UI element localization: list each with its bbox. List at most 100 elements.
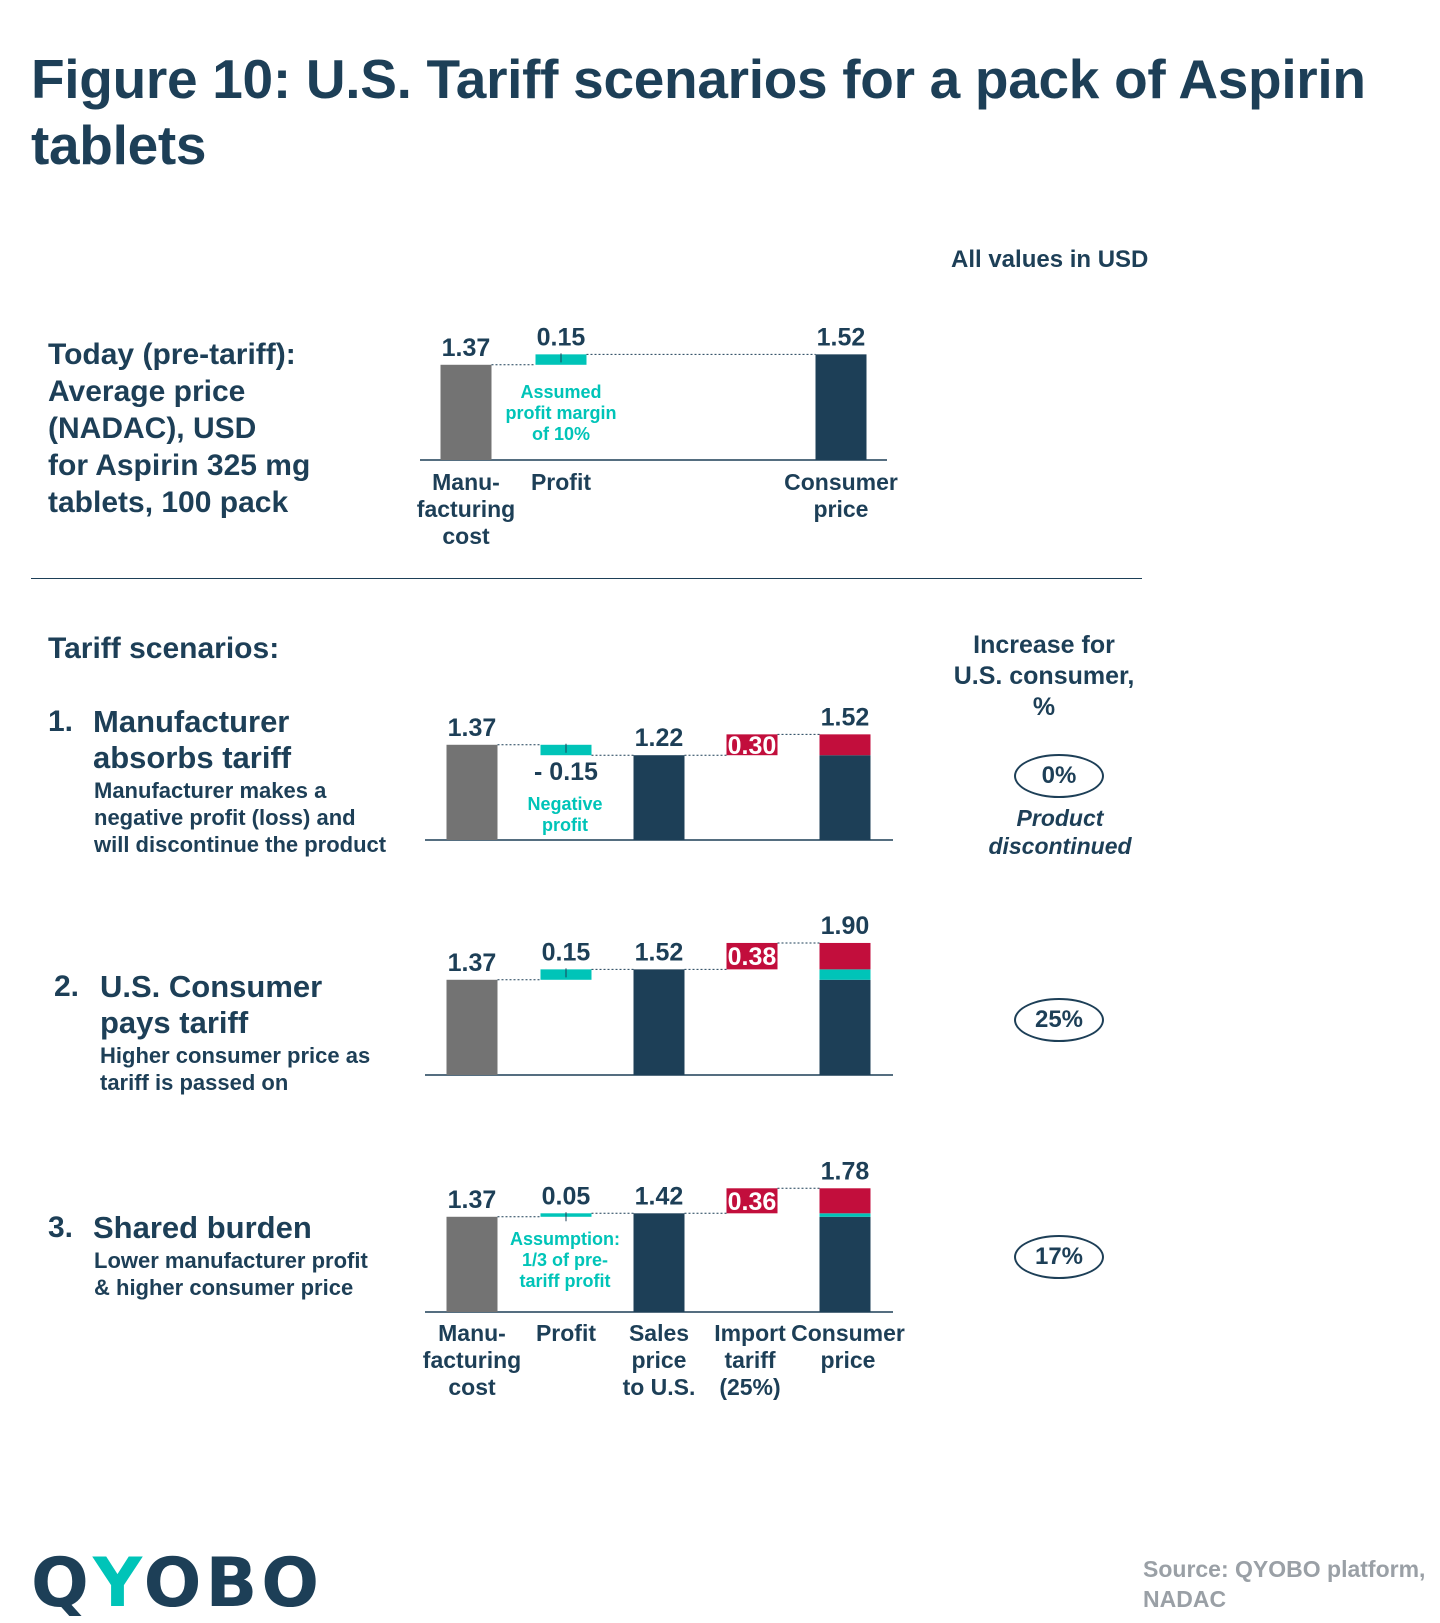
qyobo-logo: QYOBO <box>31 1544 324 1623</box>
bar-segment-teal <box>819 969 871 980</box>
x-label-line: price <box>631 1347 687 1373</box>
increase-heading-line: Increase for <box>973 631 1115 659</box>
tariff-value-label: 0.38 <box>728 943 777 971</box>
today-line: for Aspirin 325 mg <box>48 449 311 482</box>
scenario-heading-line: Shared burden <box>93 1210 312 1245</box>
scenario-number: 3. <box>48 1211 74 1244</box>
source-line: Source: QYOBO platform, <box>1143 1556 1426 1582</box>
chart-annotation: Negative <box>527 794 602 814</box>
x-label-line: Import <box>714 1320 786 1346</box>
x-label-line: to U.S. <box>622 1374 696 1400</box>
note-line: Product <box>1016 805 1104 831</box>
value-label: - 0.15 <box>534 758 598 786</box>
x-label-line: Manu- <box>438 1320 506 1346</box>
x-label-line: price <box>820 1347 876 1373</box>
x-label-line: cost <box>442 523 490 549</box>
scenario-description: Manufacturer makes a negative profit (lo… <box>94 777 386 858</box>
value-label: 0.15 <box>537 323 586 351</box>
today-description: Today (pre-tariff): Average price (NADAC… <box>48 336 310 521</box>
bar-segment-gray <box>446 744 498 840</box>
x-label-line: Profit <box>530 469 592 495</box>
bar-segment-red <box>726 734 778 756</box>
scenario-description: Lower manufacturer profit & higher consu… <box>94 1247 368 1301</box>
x-label-consumer-price: Consumer price <box>791 1320 905 1374</box>
today-line: tablets, 100 pack <box>48 486 289 519</box>
chart-annotation: of 10% <box>532 424 590 444</box>
x-label-line: Consumer <box>784 469 898 495</box>
x-label-line: Manu- <box>432 469 500 495</box>
bar-segment-red <box>819 1188 871 1214</box>
value-label: 1.52 <box>817 323 866 351</box>
scenario-heading-line: absorbs tariff <box>93 740 292 775</box>
value-label: 1.37 <box>442 334 491 362</box>
bar-segment-navy <box>633 1213 685 1312</box>
bar-segment-red <box>726 942 778 970</box>
x-label-line: Profit <box>535 1320 597 1346</box>
x-label-line: (25%) <box>719 1374 781 1400</box>
chart-annotation: Assumption: <box>510 1229 620 1249</box>
value-label: 1.37 <box>448 714 497 742</box>
value-label: 1.37 <box>448 949 497 977</box>
figure-title: Figure 10: U.S. Tariff scenarios for a p… <box>31 48 1366 176</box>
increase-heading-line: U.S. consumer, <box>953 662 1135 690</box>
chart-annotation: tariff profit <box>520 1271 611 1291</box>
chart-annotation: profit margin <box>506 403 617 423</box>
x-label-import-tariff: Import tariff (25%) <box>714 1320 786 1401</box>
scenario-heading: U.S. Consumer pays tariff <box>100 969 322 1041</box>
x-label-consumer-price: Consumer price <box>784 469 898 523</box>
chart-annotation: profit <box>542 815 588 835</box>
bar-segment-navy <box>633 969 685 1075</box>
value-label: 1.52 <box>635 938 684 966</box>
bar-segment-red <box>819 942 871 970</box>
scenario-description-line: Manufacturer makes a <box>94 778 327 803</box>
bar-segment-gray <box>446 979 498 1075</box>
bar-segment-red <box>819 734 871 756</box>
x-label-line: facturing <box>422 1347 522 1373</box>
scenario-description-line: Higher consumer price as <box>100 1043 371 1068</box>
increase-badge: 0% <box>1014 754 1104 798</box>
x-label-profit: Profit <box>531 469 591 496</box>
value-label: 1.22 <box>635 724 684 752</box>
scenario-description-line: will discontinue the product <box>94 832 387 857</box>
chart-annotation: 1/3 of pre- <box>522 1250 608 1270</box>
scenario-number: 2. <box>54 970 80 1003</box>
bar-segment-navy <box>819 1216 871 1312</box>
today-line: Average price <box>48 375 246 408</box>
increase-heading-line: % <box>1032 693 1056 721</box>
x-label-manufacturing-cost: Manu- facturing cost <box>423 1320 521 1401</box>
increase-badge: 17% <box>1014 1235 1104 1279</box>
section-divider <box>31 578 1142 579</box>
scenario-description-line: tariff is passed on <box>100 1070 289 1095</box>
x-label-line: Sales <box>628 1320 690 1346</box>
increase-badge: 25% <box>1014 998 1104 1042</box>
bar-segment-navy <box>819 979 871 1075</box>
value-label: 1.37 <box>448 1186 497 1214</box>
bar-segment-navy <box>819 755 871 840</box>
scenario-description: Higher consumer price as tariff is passe… <box>100 1042 370 1096</box>
increase-heading: Increase for U.S. consumer, % <box>944 630 1144 723</box>
scenario-heading-line: pays tariff <box>100 1005 249 1040</box>
x-label-line: cost <box>448 1374 496 1400</box>
value-label: 1.42 <box>635 1182 684 1210</box>
scenario-description-line: negative profit (loss) and <box>94 805 356 830</box>
x-label-line: price <box>813 496 869 522</box>
x-label-profit: Profit <box>536 1320 596 1347</box>
scenario-heading: Shared burden <box>93 1210 312 1246</box>
bar-segment-gray <box>446 1216 498 1312</box>
x-label-line: facturing <box>416 496 516 522</box>
value-label: 1.78 <box>821 1157 870 1185</box>
value-label: 1.90 <box>821 912 870 940</box>
scenario-description-line: Lower manufacturer profit <box>94 1248 368 1273</box>
value-label: 0.05 <box>542 1182 591 1210</box>
bar-segment-navy <box>815 354 867 460</box>
x-label-line: tariff <box>724 1347 776 1373</box>
scenario-description-line: & higher consumer price <box>94 1275 354 1300</box>
scenario-heading: Manufacturer absorbs tariff <box>93 704 291 776</box>
x-label-manufacturing-cost: Manu- facturing cost <box>417 469 515 550</box>
bar-segment-teal <box>819 1213 871 1217</box>
product-discontinued-note: Product discontinued <box>960 804 1160 860</box>
tariff-value-label: 0.36 <box>728 1188 777 1216</box>
x-label-sales-price: Sales price to U.S. <box>623 1320 696 1401</box>
scenario-heading-line: U.S. Consumer <box>100 969 323 1004</box>
